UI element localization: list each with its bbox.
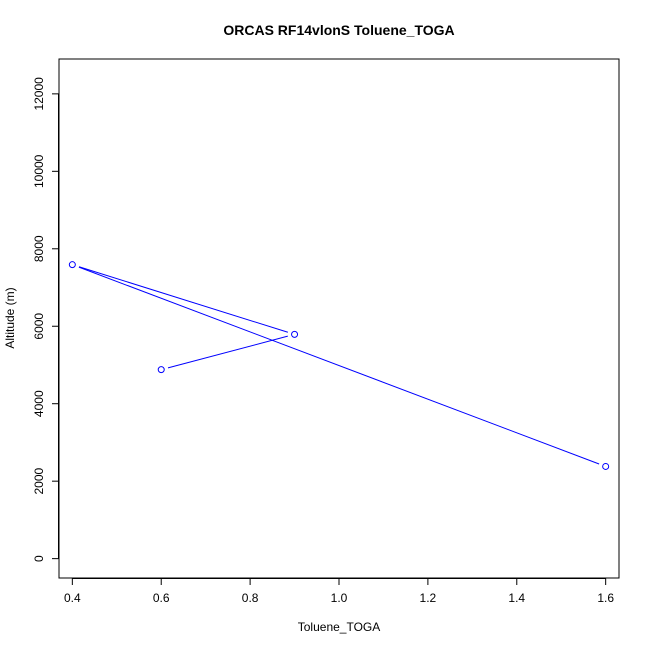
y-tick-label: 6000	[32, 313, 46, 340]
y-tick-label: 2000	[32, 468, 46, 495]
y-tick-label: 4000	[32, 390, 46, 417]
x-tick-label: 1.6	[597, 591, 614, 605]
x-tick-label: 0.6	[153, 591, 170, 605]
series-line-segment	[78, 266, 289, 333]
x-axis-label: Toluene_TOGA	[298, 620, 381, 634]
y-axis-label: Altitude (m)	[3, 287, 17, 348]
y-axis: 0 2000 4000 6000 8000 10000 12000	[32, 77, 59, 562]
y-tick-label: 10000	[32, 154, 46, 188]
y-tick-label: 12000	[32, 77, 46, 111]
x-tick-label: 0.8	[242, 591, 259, 605]
x-tick-label: 0.4	[64, 591, 81, 605]
plot-box	[58, 58, 620, 579]
data-point	[157, 366, 165, 374]
data-point	[291, 330, 299, 338]
y-tick-label: 8000	[32, 235, 46, 262]
data-point	[602, 462, 610, 470]
data-point	[68, 261, 76, 269]
series-line-segment	[167, 335, 288, 369]
x-tick-label: 1.2	[420, 591, 437, 605]
x-axis: 0.4 0.6 0.8 1.0 1.2 1.4 1.6	[64, 578, 614, 605]
series-line-segment	[78, 266, 600, 465]
y-tick-label: 0	[32, 555, 46, 562]
series-layer	[68, 261, 610, 470]
chart-title: ORCAS RF14vlonS Toluene_TOGA	[223, 22, 454, 38]
x-tick-label: 1.4	[508, 591, 525, 605]
x-tick-label: 1.0	[331, 591, 348, 605]
